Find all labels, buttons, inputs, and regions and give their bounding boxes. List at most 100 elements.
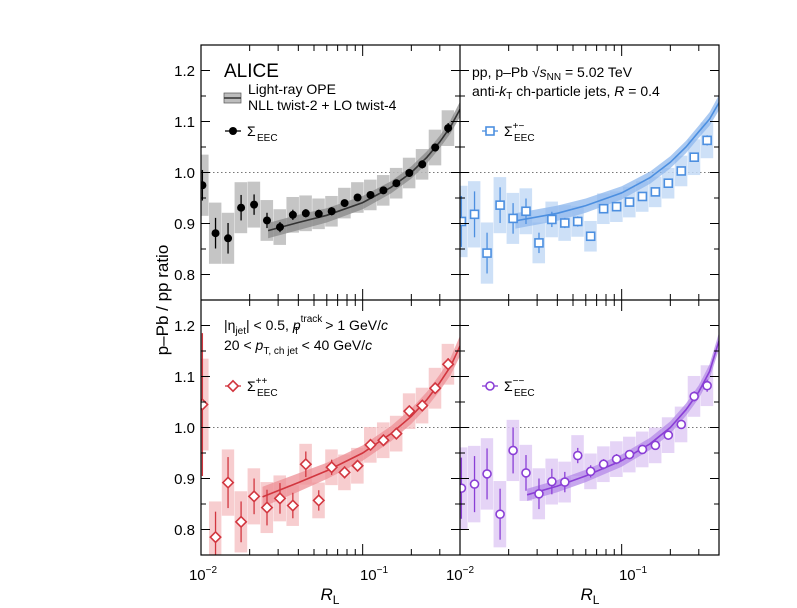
legend-marker [229, 127, 237, 135]
panel-bottom-left: Σ++ EEC [201, 333, 460, 555]
data-point [624, 449, 635, 460]
xtick-label-left-mid: 10−1 [360, 565, 389, 584]
model-legend-line1: Light-ray OPE [248, 81, 336, 97]
data-point [390, 427, 403, 440]
data-point [611, 454, 622, 464]
data-point [702, 380, 712, 391]
series-legend: Σ+− EEC [482, 121, 535, 144]
series-legend: ΣEEC [225, 123, 278, 144]
data-point [560, 218, 570, 228]
legend-label: Σ−− EEC [504, 376, 535, 399]
data-point [247, 490, 261, 503]
data-point [508, 213, 518, 224]
model-uncertainty-band [262, 335, 460, 508]
data-point [431, 143, 440, 152]
data-point [482, 248, 492, 258]
legend-label: ΣEEC [247, 123, 278, 144]
x-axis-title-left: RL [321, 585, 340, 607]
data-point [353, 193, 362, 202]
y-axis-title: p–Pb / pp ratio [153, 245, 172, 356]
ytick-label-top: 1.2 [174, 63, 195, 80]
data-point [460, 483, 467, 493]
legend-label: Σ++ EEC [247, 376, 278, 399]
data-point [201, 181, 207, 190]
data-point [547, 214, 557, 225]
kinematic-cut-line2: 20 < pT, ch jet < 40 GeV/c [224, 337, 372, 357]
ytick-label-bottom: 1.2 [174, 318, 195, 335]
data-point [547, 476, 557, 487]
xtick-label-right-min: 10−2 [446, 565, 475, 584]
ytick-label-bottom: 0.8 [174, 522, 195, 539]
data-point [301, 209, 310, 218]
model-curve [267, 108, 460, 232]
data-point [237, 203, 246, 212]
data-point [209, 530, 222, 544]
model-uncertainty-band [515, 95, 719, 229]
panel-top-left: ΣEEC [201, 101, 460, 264]
data-point [221, 476, 235, 489]
data-point [418, 160, 427, 169]
data-point [405, 169, 414, 178]
data-point [676, 166, 687, 176]
data-point [560, 477, 570, 487]
data-point [521, 468, 531, 478]
data-point [299, 457, 313, 471]
experiment-label: ALICE [224, 61, 279, 82]
data-point [572, 216, 583, 227]
jet-definition-label: anti-kT ch-particle jets, R = 0.4 [472, 83, 660, 102]
data-point [441, 357, 455, 371]
data-point [495, 509, 505, 520]
panel-ticks [200, 44, 461, 301]
data-point [286, 499, 300, 512]
data-point [211, 229, 220, 238]
model-uncertainty-band [268, 101, 460, 239]
data-point [312, 494, 326, 507]
data-point [351, 459, 364, 473]
data-point [572, 450, 583, 461]
panel-plot-area [201, 333, 460, 555]
data-point [534, 488, 544, 499]
data-point [521, 206, 531, 217]
data-point [650, 187, 661, 197]
model-curve [262, 345, 460, 498]
data-point [340, 199, 349, 208]
data-point [650, 440, 661, 451]
kinematic-cut-line1: |ηjet| < 0.5, ptrack T > 1 GeV/c [224, 314, 388, 337]
panel-plot-area [460, 332, 719, 548]
series-legend: Σ−− EEC [482, 376, 535, 399]
xtick-label-left-min: 10−2 [189, 565, 218, 584]
data-point [444, 124, 453, 133]
data-point [689, 391, 699, 402]
data-point [598, 203, 609, 214]
data-point [611, 201, 622, 212]
ytick-label-top: 1.0 [174, 165, 195, 182]
ytick-label-bottom: 1.0 [174, 420, 195, 437]
panel-plot-area [460, 95, 719, 284]
x-axis-title-right: RL [581, 585, 600, 607]
data-point [260, 501, 274, 514]
data-point [689, 152, 699, 162]
data-point [402, 404, 416, 418]
data-point [366, 190, 375, 199]
data-point [262, 216, 271, 225]
data-point [585, 231, 596, 242]
chart-panels: ΣEEC Σ+− EEC Σ++ EEC Σ−− EEC [201, 95, 719, 555]
ytick-label-top: 0.8 [174, 267, 195, 284]
data-point [234, 515, 248, 529]
data-point [676, 419, 687, 430]
legend-marker [226, 379, 240, 393]
ytick-label-top: 1.1 [174, 114, 195, 131]
panel-top-right: Σ+− EEC [460, 95, 719, 284]
model-curve [515, 102, 719, 222]
data-point [415, 399, 429, 412]
model-curve [526, 340, 719, 496]
collision-system-label: pp, p–Pb √sNN = 5.02 TeV [472, 64, 633, 83]
data-point [314, 209, 323, 218]
data-point [224, 234, 233, 243]
data-point [663, 430, 674, 440]
data-point [327, 207, 336, 216]
axis-ticks [200, 44, 720, 556]
data-point [379, 186, 388, 195]
data-point [482, 469, 492, 479]
